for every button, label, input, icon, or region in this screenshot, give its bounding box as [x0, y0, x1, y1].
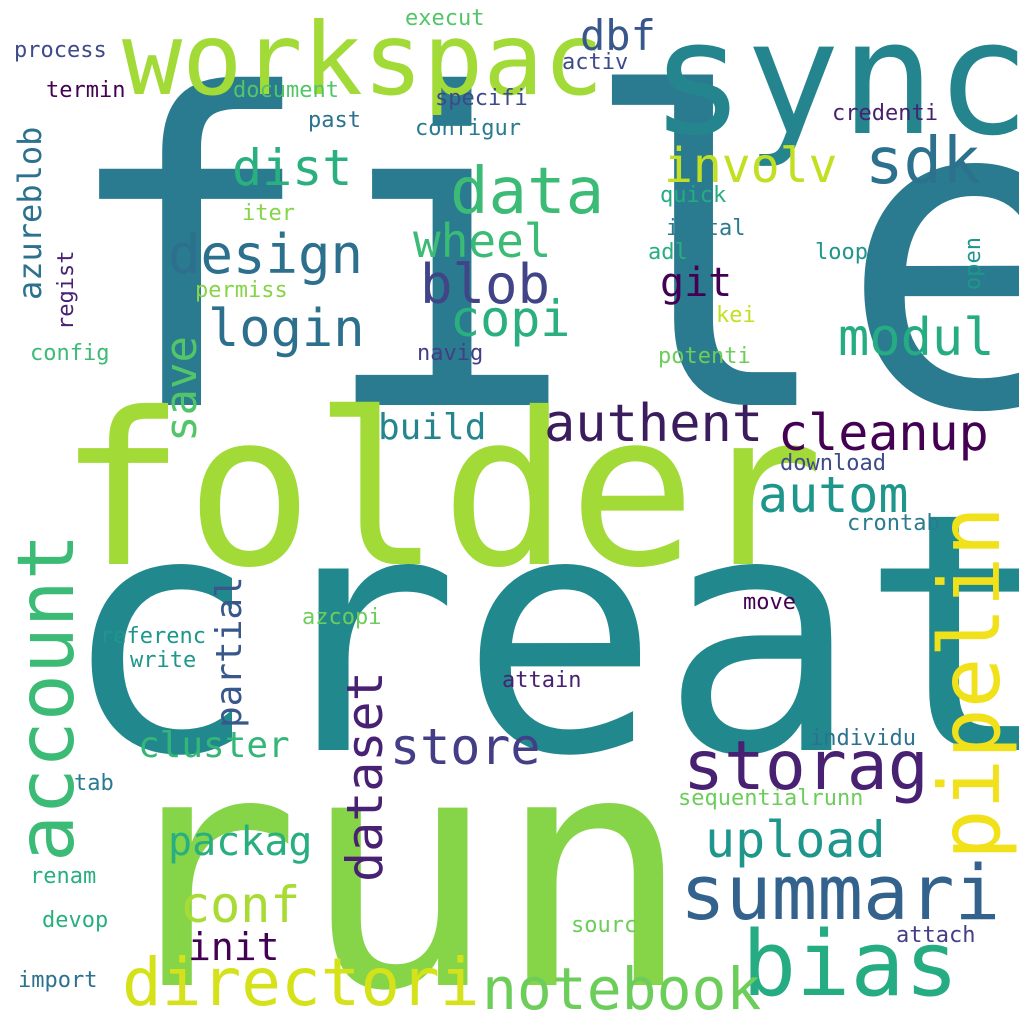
word-cluster: cluster [138, 725, 290, 766]
word-termin: termin [46, 78, 126, 103]
word-activ: activ [562, 50, 629, 75]
word-crontab: crontab [847, 511, 940, 536]
word-cleanup: cleanup [778, 404, 989, 462]
word-autom: autom [758, 466, 909, 524]
word-dataset: dataset [336, 671, 394, 882]
word-permiss: permiss [195, 278, 288, 303]
word-loop: loop [815, 240, 868, 265]
word-copi: copi [450, 290, 571, 348]
word-devop: devop [42, 908, 109, 933]
word-attach: attach [896, 923, 976, 948]
word-git: git [660, 260, 733, 306]
word-open: open [961, 237, 986, 290]
word-adl: adl [648, 240, 688, 265]
word-regist: regist [54, 250, 79, 330]
word-document: document [233, 78, 339, 103]
word-azcopi: azcopi [302, 605, 382, 630]
word-blob: blob [420, 253, 551, 316]
word-download: download [780, 451, 886, 476]
word-sdk: sdk [865, 125, 981, 199]
word-credenti: credenti [832, 101, 938, 126]
word-tab: tab [74, 771, 114, 796]
word-wheel: wheel [413, 214, 552, 268]
word-sequentialrunn: sequentialrunn [678, 786, 864, 811]
word-init: init [188, 925, 280, 969]
word-individu: individu [810, 726, 916, 751]
word-partial: partial [209, 576, 250, 728]
word-packag: packag [168, 819, 313, 865]
word-bias: bias [742, 912, 959, 1017]
word-modul: modul [838, 308, 995, 368]
word-renam: renam [30, 864, 97, 889]
word-file: file [58, 4, 1019, 507]
word-authent: authent [544, 394, 764, 454]
word-creat: creat [60, 443, 1019, 829]
word-attain: attain [502, 668, 582, 693]
word-navig: navig [417, 341, 484, 366]
word-quick: quick [660, 183, 727, 208]
word-config: config [30, 341, 110, 366]
word-execut: execut [405, 6, 485, 31]
word-notebook: notebook [482, 955, 762, 1019]
word-referenc: referenc [100, 624, 206, 649]
word-build: build [378, 407, 487, 448]
word-import: import [18, 968, 98, 993]
word-summari: summari [680, 848, 1001, 937]
word-sync: sync [650, 0, 1019, 171]
word-save: save [156, 336, 207, 442]
word-account: account [2, 533, 92, 862]
word-login: login [208, 299, 365, 359]
word-store: store [390, 718, 541, 776]
word-conf: conf [180, 876, 301, 934]
word-design: design [168, 223, 364, 286]
word-iter: iter [242, 201, 295, 226]
word-dist: dist [232, 139, 353, 197]
word-specifi: specifi [435, 86, 528, 111]
word-directori: directori [122, 944, 480, 1019]
word-involv: involv [664, 138, 838, 194]
word-configur: configur [415, 116, 521, 141]
word-data: data [450, 155, 605, 229]
word-write: write [130, 648, 197, 673]
word-move: move [743, 590, 796, 615]
word-potenti: potenti [658, 344, 751, 369]
word-past: past [308, 108, 361, 133]
word-dbf: dbf [580, 11, 656, 60]
word-pipelin: pipelin [921, 505, 1019, 860]
word-instal: instal [666, 216, 746, 241]
word-kei: kei [716, 303, 756, 328]
word-workspac: workspac [122, 1, 604, 118]
word-folder: folder [58, 367, 824, 614]
word-process: process [14, 38, 107, 63]
word-upload: upload [705, 811, 886, 869]
word-run: run [105, 683, 692, 1019]
word-sourc: sourc [571, 913, 638, 938]
word-storag: storag [683, 727, 929, 806]
word-azureblob: azureblob [11, 126, 49, 300]
